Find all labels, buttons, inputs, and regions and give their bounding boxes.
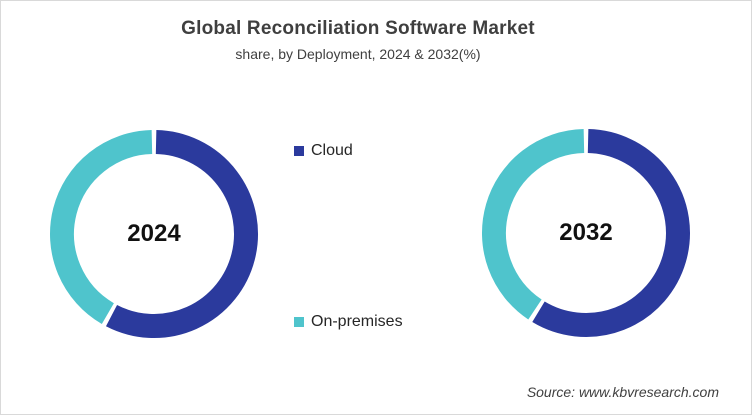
legend-item-cloud: Cloud xyxy=(294,142,353,160)
legend-swatch-cloud-icon xyxy=(294,146,304,156)
donut-segment-on-premises xyxy=(50,130,153,324)
legend-label-on-premises: On-premises xyxy=(311,313,403,330)
title-block: Global Reconciliation Software Market sh… xyxy=(1,18,715,62)
donut-chart-2024: 2024 xyxy=(49,129,259,339)
chart-subtitle: share, by Deployment, 2024 & 2032(%) xyxy=(235,46,481,62)
donut-segment-cloud xyxy=(532,129,690,337)
donut-rings-2032 xyxy=(482,129,690,337)
source-attribution: Source: www.kbvresearch.com xyxy=(526,384,719,400)
donut-segment-cloud xyxy=(105,130,258,338)
donut-chart-2032: 2032 xyxy=(481,128,691,338)
legend-label-cloud: Cloud xyxy=(311,142,353,159)
chart-title: Global Reconciliation Software Market xyxy=(181,18,535,39)
legend-item-on-premises: On-premises xyxy=(294,313,403,331)
donut-center-label-2024: 2024 xyxy=(127,220,181,247)
donut-rings-2024 xyxy=(50,130,258,338)
legend-swatch-on-premises-icon xyxy=(294,317,304,327)
donut-center-label-2032: 2032 xyxy=(559,219,613,246)
donut-segment-on-premises xyxy=(482,129,585,320)
